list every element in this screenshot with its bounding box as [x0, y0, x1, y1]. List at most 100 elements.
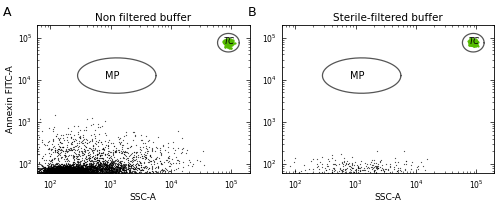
Point — [75, 172, 83, 175]
Point — [147, 155, 155, 159]
Point — [91, 163, 99, 167]
Point — [88, 162, 96, 166]
Point — [313, 166, 321, 169]
Point — [56, 167, 64, 171]
Point — [87, 166, 95, 169]
Point — [56, 167, 64, 171]
Point — [96, 166, 104, 169]
Point — [154, 165, 162, 168]
Point — [152, 170, 160, 173]
Point — [54, 143, 62, 146]
Point — [113, 167, 121, 170]
Point — [108, 171, 116, 174]
Point — [226, 44, 234, 47]
Point — [338, 162, 346, 165]
Point — [470, 42, 478, 45]
Point — [96, 163, 104, 166]
Point — [118, 164, 126, 167]
Point — [58, 162, 66, 165]
Point — [59, 168, 67, 171]
Point — [156, 160, 164, 163]
Point — [58, 148, 66, 151]
Point — [48, 168, 56, 172]
Point — [392, 172, 400, 175]
Point — [342, 171, 350, 174]
Point — [72, 152, 80, 155]
Point — [62, 170, 70, 173]
Point — [221, 38, 229, 41]
Point — [60, 166, 68, 170]
Point — [53, 170, 61, 173]
Point — [227, 41, 235, 45]
Point — [470, 42, 478, 45]
Point — [36, 169, 44, 172]
Point — [222, 43, 230, 47]
Point — [96, 168, 104, 172]
Point — [55, 168, 63, 172]
Point — [222, 37, 230, 41]
Point — [71, 170, 79, 174]
Point — [470, 42, 478, 46]
Point — [354, 164, 362, 167]
Point — [44, 166, 52, 169]
Point — [78, 163, 86, 167]
Point — [42, 170, 50, 173]
Point — [57, 168, 65, 171]
Point — [470, 40, 478, 43]
Point — [128, 172, 136, 175]
Point — [37, 163, 45, 167]
Point — [51, 169, 59, 172]
Point — [67, 169, 75, 173]
Point — [64, 165, 72, 168]
Point — [96, 168, 104, 172]
Point — [82, 166, 90, 169]
Point — [48, 166, 56, 170]
Point — [75, 139, 83, 142]
Point — [310, 158, 318, 161]
Point — [144, 158, 152, 162]
Point — [223, 41, 231, 44]
Point — [88, 166, 96, 169]
Point — [81, 170, 89, 173]
Point — [66, 164, 74, 167]
Point — [64, 169, 72, 172]
Point — [470, 43, 478, 46]
Point — [78, 166, 86, 169]
Point — [131, 170, 139, 173]
Point — [225, 41, 233, 45]
Point — [58, 167, 66, 170]
Point — [224, 40, 232, 43]
Point — [45, 172, 53, 175]
Point — [87, 171, 95, 175]
Point — [114, 171, 122, 174]
Point — [54, 168, 62, 171]
Point — [70, 162, 78, 165]
Point — [43, 168, 51, 171]
Point — [65, 169, 73, 173]
Point — [82, 170, 90, 173]
Point — [80, 169, 88, 172]
Point — [80, 171, 88, 174]
Point — [74, 172, 82, 175]
Point — [75, 165, 83, 168]
Point — [56, 168, 64, 171]
Point — [62, 170, 70, 173]
Point — [52, 166, 60, 169]
Point — [148, 160, 156, 163]
Point — [58, 170, 66, 173]
Point — [224, 43, 232, 47]
Point — [139, 156, 147, 159]
Point — [142, 156, 150, 160]
Point — [113, 170, 121, 173]
Point — [118, 163, 126, 166]
Point — [68, 170, 76, 173]
Point — [50, 166, 58, 169]
Point — [72, 164, 80, 168]
Point — [64, 170, 72, 173]
Point — [74, 170, 82, 173]
Point — [373, 150, 381, 153]
Point — [68, 170, 76, 173]
Point — [56, 164, 64, 168]
Point — [49, 164, 57, 168]
Point — [88, 169, 96, 172]
